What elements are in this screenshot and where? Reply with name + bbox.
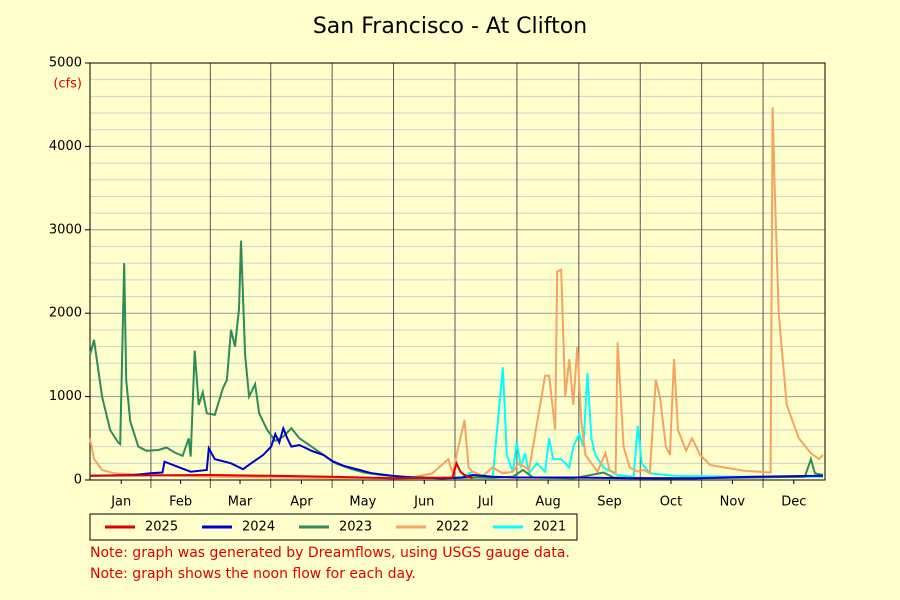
x-tick-label: May bbox=[349, 495, 376, 510]
x-tick-label: Dec bbox=[781, 495, 806, 510]
series-line bbox=[89, 107, 824, 480]
x-tick-label: Sep bbox=[597, 495, 622, 510]
legend-label: 2022 bbox=[436, 520, 469, 535]
x-tick-label: Mar bbox=[228, 495, 253, 510]
series-line bbox=[89, 460, 473, 480]
x-tick-label: Jan bbox=[110, 495, 131, 510]
x-tick-label: Jul bbox=[477, 495, 494, 510]
y-unit: (cfs) bbox=[53, 77, 82, 92]
y-tick-label: 2000 bbox=[49, 306, 82, 321]
y-tick-label: 3000 bbox=[49, 222, 82, 237]
x-tick-label: Feb bbox=[169, 495, 192, 510]
legend-label: 2025 bbox=[145, 520, 178, 535]
x-tick-label: Aug bbox=[535, 495, 560, 510]
chart-title: San Francisco - At Clifton bbox=[313, 14, 587, 39]
series-line bbox=[89, 240, 824, 480]
note: Note: graph shows the noon flow for each… bbox=[90, 566, 416, 582]
y-tick-label: 1000 bbox=[49, 389, 82, 404]
legend-label: 2024 bbox=[242, 520, 275, 535]
series-line bbox=[89, 425, 824, 480]
plot-frame bbox=[89, 62, 826, 481]
x-tick-label: Apr bbox=[290, 495, 313, 510]
legend-label: 2021 bbox=[533, 520, 566, 535]
y-tick-label: 4000 bbox=[49, 139, 82, 154]
y-tick-label: 0 bbox=[74, 473, 82, 488]
y-tick-label: 5000 bbox=[49, 56, 82, 71]
legend-box bbox=[89, 513, 578, 541]
note: Note: graph was generated by Dreamflows,… bbox=[90, 545, 570, 561]
x-tick-label: Oct bbox=[660, 495, 682, 510]
series-line bbox=[462, 367, 823, 479]
x-tick-label: Nov bbox=[720, 495, 746, 510]
x-tick-label: Jun bbox=[413, 495, 434, 510]
legend-label: 2023 bbox=[339, 520, 372, 535]
